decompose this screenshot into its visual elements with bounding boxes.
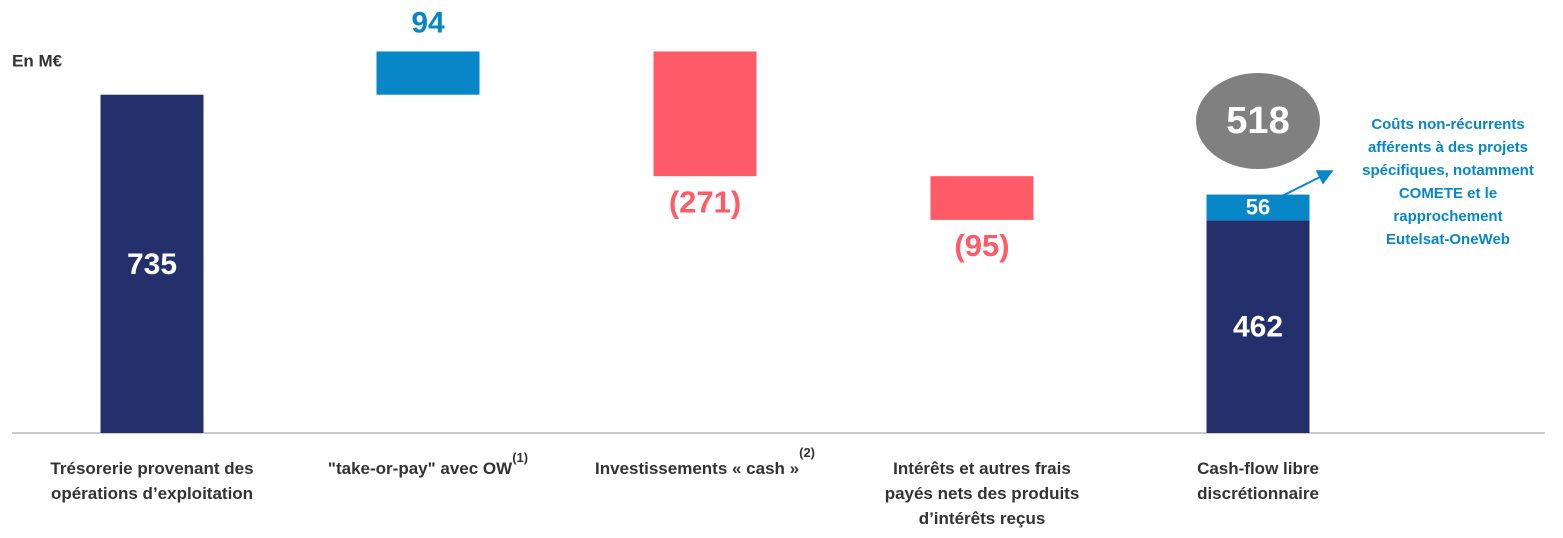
total-bubble <box>1196 73 1320 169</box>
bar <box>100 94 204 433</box>
x-tick-label-text: Investissements « cash » <box>595 459 799 478</box>
x-tick-label: payés nets des produits <box>885 484 1080 503</box>
value-label: (95) <box>954 228 1009 263</box>
annotation: Coûts non-récurrents <box>1371 116 1524 133</box>
bar <box>930 176 1034 220</box>
x-tick-label: Cash-flow libre <box>1197 459 1319 478</box>
x-tick-label: Investissements « cash »(2) <box>595 445 815 478</box>
x-tick-label-text: opérations d’exploitation <box>51 484 253 503</box>
annotation-arrow <box>1281 170 1334 197</box>
annotation: rapprochement <box>1393 208 1502 225</box>
bar <box>1206 220 1310 433</box>
x-tick-label-text: "take-or-pay" avec OW <box>328 459 513 478</box>
total-label: 518 <box>1226 100 1289 142</box>
value-label: 735 <box>127 248 177 281</box>
annotation: Eutelsat-OneWeb <box>1386 231 1510 248</box>
x-tick-label-text: d’intérêts reçus <box>919 509 1046 528</box>
stack-segment <box>1206 194 1310 221</box>
x-tick-label: d’intérêts reçus <box>919 509 1046 528</box>
annotation: afférents à des projets <box>1368 139 1528 156</box>
stack-label: 56 <box>1246 194 1270 219</box>
x-tick-label-text: Intérêts et autres frais <box>893 459 1071 478</box>
x-tick-label-text: payés nets des produits <box>885 484 1080 503</box>
x-tick-label: "take-or-pay" avec OW(1) <box>328 450 528 478</box>
x-tick-label-text: Cash-flow libre <box>1197 459 1319 478</box>
footnote-mark: (1) <box>512 450 528 465</box>
bar <box>653 51 757 177</box>
x-tick-label: opérations d’exploitation <box>51 484 253 503</box>
value-label: 462 <box>1233 311 1283 344</box>
value-label: 94 <box>411 6 445 39</box>
x-tick-label-text: Trésorerie provenant des <box>50 459 253 478</box>
x-tick-label: discrétionnaire <box>1197 484 1319 503</box>
annotation: COMETE et le <box>1399 185 1497 202</box>
bar <box>376 51 480 95</box>
unit-label: En M€ <box>12 51 63 70</box>
x-tick-label-text: discrétionnaire <box>1197 484 1319 503</box>
annotation: spécifiques, notamment <box>1362 162 1534 179</box>
footnote-mark: (2) <box>799 445 815 460</box>
value-label: (271) <box>669 184 741 219</box>
x-tick-label: Trésorerie provenant des <box>50 459 253 478</box>
x-tick-label: Intérêts et autres frais <box>893 459 1071 478</box>
